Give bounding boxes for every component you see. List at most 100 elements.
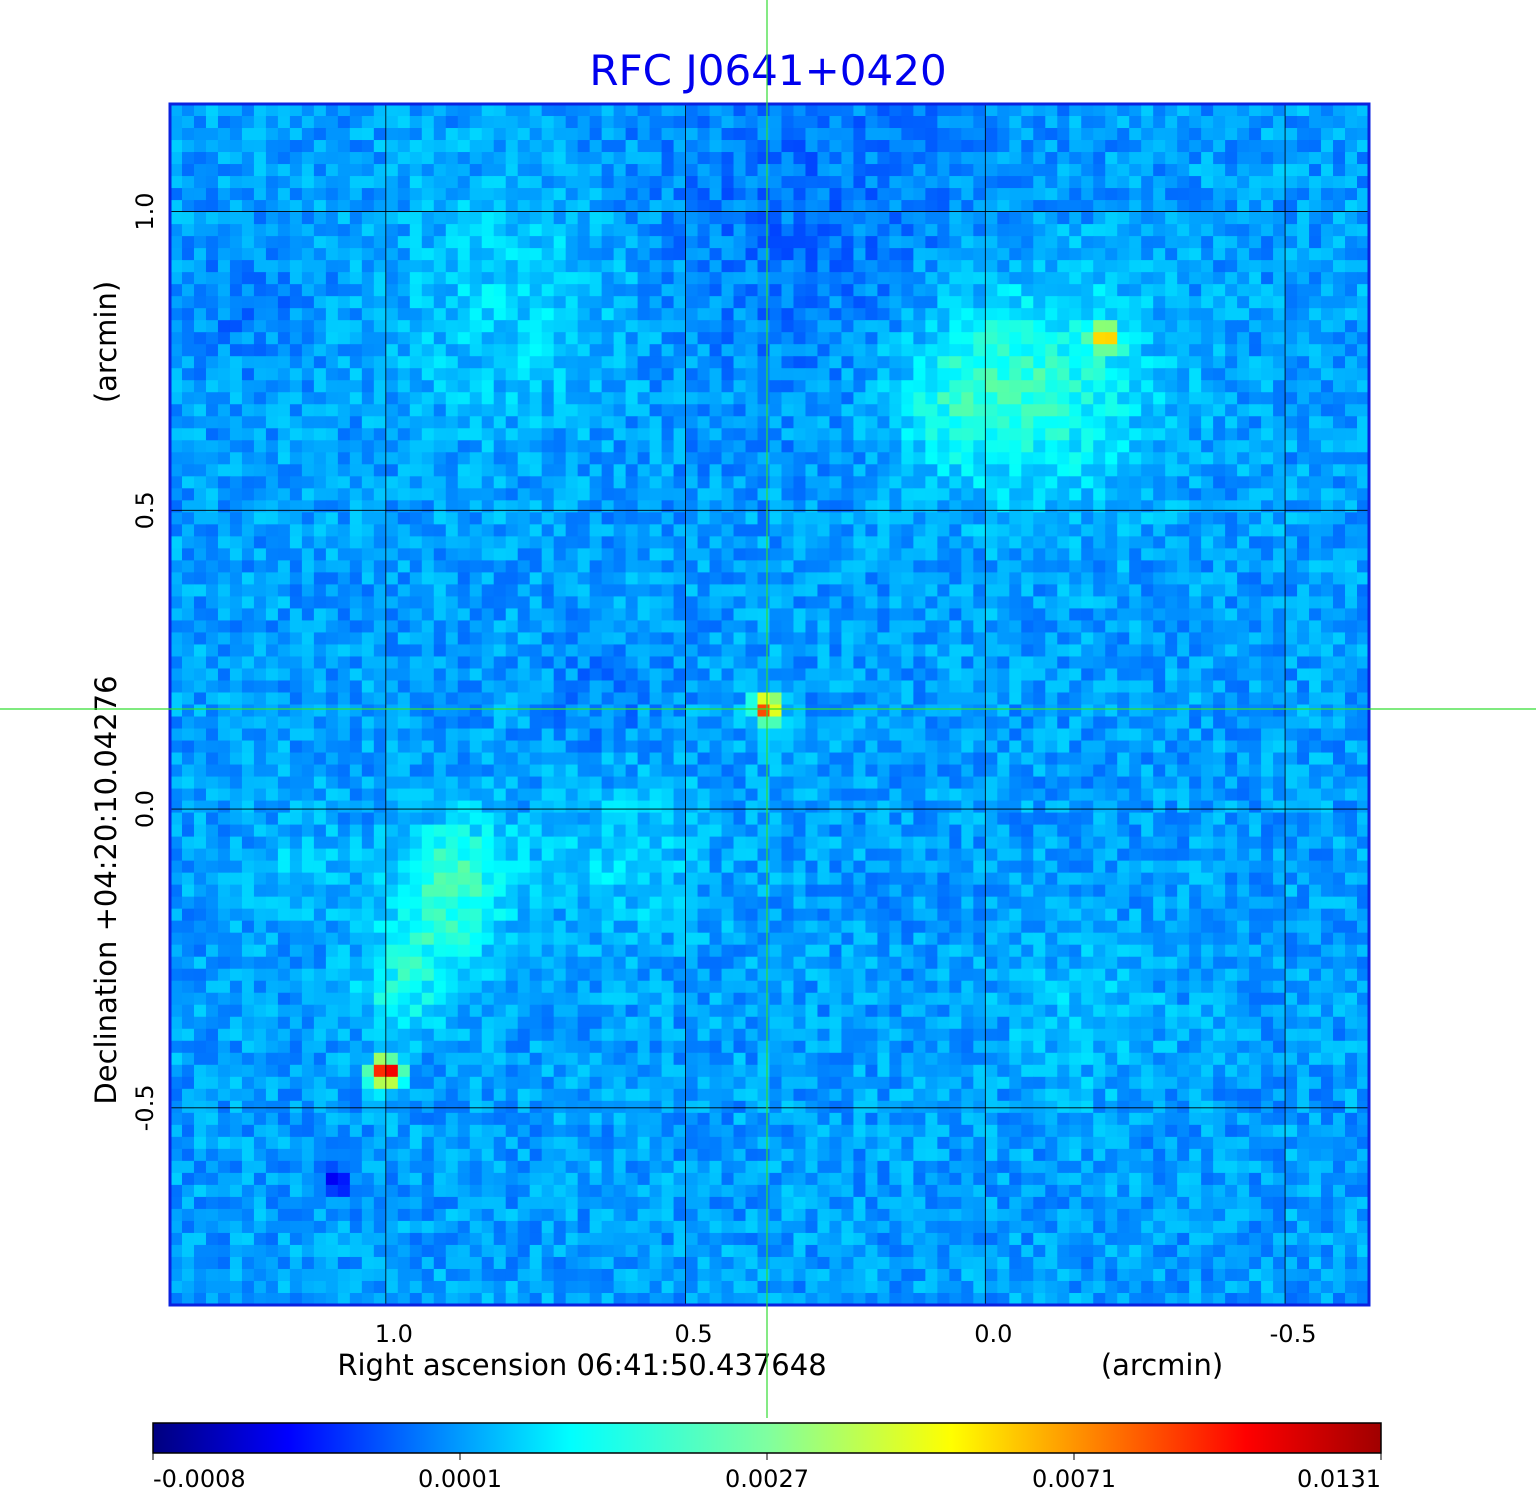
heatmap-cell — [1297, 164, 1310, 177]
heatmap-cell — [985, 356, 998, 369]
heatmap-cell — [853, 452, 867, 465]
heatmap-cell — [565, 692, 579, 706]
heatmap-cell — [253, 356, 267, 369]
heatmap-cell — [745, 596, 759, 610]
heatmap-cell — [1249, 680, 1262, 694]
heatmap-cell — [361, 524, 375, 537]
heatmap-cell — [493, 584, 507, 598]
heatmap-cell — [253, 416, 267, 429]
heatmap-cell — [193, 368, 207, 381]
heatmap-cell — [841, 308, 855, 321]
heatmap-cell — [829, 104, 843, 117]
heatmap-cell — [217, 164, 231, 177]
heatmap-cell — [325, 152, 339, 165]
heatmap-cell — [445, 440, 459, 453]
heatmap-cell — [1285, 500, 1298, 513]
heatmap-cell — [889, 536, 902, 549]
heatmap-cell — [373, 152, 387, 165]
heatmap-cell — [1105, 368, 1118, 381]
heatmap-cell — [481, 536, 495, 549]
heatmap-cell — [613, 620, 627, 634]
heatmap-cell — [613, 572, 627, 585]
heatmap-cell — [325, 644, 339, 658]
heatmap-cell — [517, 428, 531, 441]
heatmap-cell — [301, 692, 315, 706]
heatmap-cell — [409, 356, 423, 369]
heatmap-cell — [553, 248, 567, 261]
heatmap-cell — [673, 440, 687, 453]
heatmap-cell — [709, 572, 723, 585]
heatmap-cell — [193, 356, 207, 369]
heatmap-cell — [1333, 536, 1346, 549]
heatmap-cell — [1045, 248, 1058, 261]
heatmap-cell — [853, 608, 867, 622]
heatmap-cell — [445, 404, 459, 417]
heatmap-cell — [1297, 644, 1310, 658]
heatmap-cell — [433, 392, 447, 405]
heatmap-cell — [313, 680, 327, 694]
heatmap-cell — [769, 188, 783, 201]
heatmap-cell — [553, 596, 567, 610]
heatmap-cell — [505, 620, 519, 634]
heatmap-cell — [409, 248, 423, 261]
heatmap-cell — [985, 116, 998, 129]
heatmap-cell — [1261, 176, 1274, 189]
heatmap-cell — [973, 308, 986, 321]
heatmap-cell — [961, 116, 974, 129]
heatmap-cell — [745, 380, 759, 393]
heatmap-cell — [1117, 680, 1130, 694]
heatmap-cell — [217, 188, 231, 201]
heatmap-cell — [1021, 272, 1034, 285]
heatmap-cell — [241, 164, 255, 177]
heatmap-cell — [625, 596, 639, 610]
heatmap-cell — [373, 188, 387, 201]
heatmap-cell — [421, 284, 435, 297]
heatmap-cell — [289, 332, 303, 345]
heatmap-cell — [769, 644, 783, 658]
heatmap-cell — [1333, 656, 1346, 670]
heatmap-cell — [385, 416, 399, 429]
heatmap-cell — [649, 248, 663, 261]
heatmap-cell — [877, 692, 890, 706]
heatmap-cell — [301, 680, 315, 694]
heatmap-cell — [409, 536, 423, 549]
heatmap-cell — [1297, 368, 1310, 381]
heatmap-cell — [193, 488, 207, 501]
heatmap-cell — [949, 212, 962, 225]
heatmap-cell — [649, 344, 663, 357]
heatmap-cell — [673, 416, 687, 429]
heatmap-cell — [841, 452, 855, 465]
heatmap-cell — [625, 560, 639, 573]
heatmap-cell — [613, 656, 627, 670]
heatmap-cell — [577, 104, 591, 117]
heatmap-cell — [1165, 656, 1178, 670]
heatmap-cell — [229, 320, 243, 333]
heatmap-cell — [637, 392, 651, 405]
heatmap-cell — [1105, 344, 1118, 357]
heatmap-cell — [301, 152, 315, 165]
heatmap-cell — [421, 380, 435, 393]
heatmap-cell — [433, 524, 447, 537]
heatmap-cell — [841, 296, 855, 309]
heatmap-cell — [1021, 668, 1034, 682]
heatmap-cell — [1105, 632, 1118, 646]
heatmap-cell — [529, 572, 543, 585]
heatmap-cell — [817, 476, 831, 489]
heatmap-cell — [985, 176, 998, 189]
heatmap-cell — [1201, 260, 1214, 273]
heatmap-cell — [901, 476, 914, 489]
heatmap-cell — [1309, 584, 1322, 598]
heatmap-cell — [409, 668, 423, 682]
heatmap-cell — [745, 620, 759, 634]
heatmap-cell — [505, 344, 519, 357]
heatmap-cell — [433, 680, 447, 694]
heatmap-cell — [1189, 632, 1202, 646]
heatmap-cell — [937, 656, 950, 670]
heatmap-cell — [613, 416, 627, 429]
heatmap-cell — [433, 320, 447, 333]
heatmap-cell — [1009, 548, 1022, 561]
heatmap-cell — [193, 656, 207, 670]
heatmap-cell — [265, 452, 279, 465]
heatmap-cell — [1165, 284, 1178, 297]
heatmap-cell — [1273, 356, 1286, 369]
